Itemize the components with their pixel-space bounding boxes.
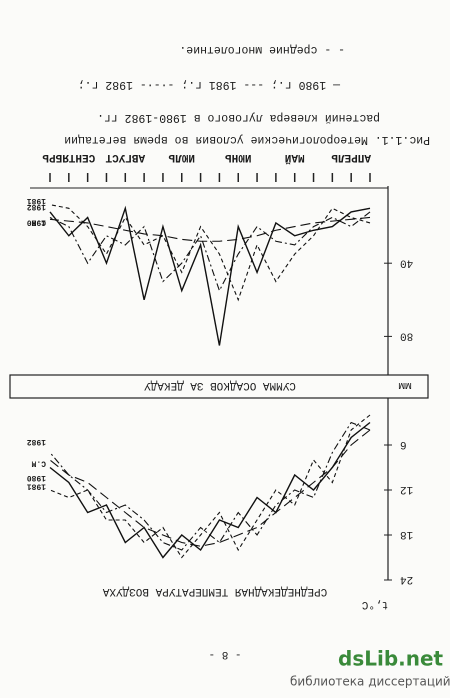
series-label: 1980	[27, 473, 46, 482]
caption-line: Рис.1.1. Метеорологические условия во вр…	[64, 133, 430, 146]
y-tick-label: 12	[400, 483, 413, 495]
page-number: - 8 -	[208, 648, 241, 660]
series-label: 1982	[27, 202, 46, 211]
month-label: МАЙ	[285, 151, 305, 165]
rotated-page: - 8 - t,°C СРЕДНЕДЕКАДНАЯ ТЕМПЕРАТУРА ВО…	[9, 43, 430, 660]
series-line	[49, 204, 371, 302]
y-tick-label: 80	[400, 329, 413, 341]
temp-title: СРЕДНЕДЕКАДНАЯ ТЕМПЕРАТУРА ВОЗДУХА	[102, 585, 327, 597]
month-label: АПРЕЛЬ	[331, 151, 371, 163]
caption-line: — 1980 г.; --- 1981 г.; -·-·- 1982 г.;	[78, 78, 341, 91]
month-label: ИЮЛЬ	[168, 151, 195, 163]
series-label: 1980	[27, 217, 46, 226]
series-label: 1982	[27, 437, 46, 446]
precip-unit: мм	[398, 379, 412, 391]
series-label: С.М	[31, 218, 46, 227]
y-tick-label: 40	[400, 256, 413, 268]
series-line	[49, 216, 371, 242]
month-label: АВГУСТ	[105, 151, 145, 163]
month-label: СЕНТЯБРЬ	[42, 151, 95, 163]
month-label: ИЮНЬ	[225, 151, 252, 163]
watermark-tagline: библиотека диссертаций	[290, 675, 450, 689]
series-label: 1981	[27, 481, 46, 490]
series-label: С.М	[31, 458, 46, 467]
series-line	[49, 429, 371, 547]
band-box	[9, 374, 429, 399]
series-line	[49, 205, 371, 346]
temp-unit: t,°C	[361, 598, 388, 610]
y-tick-label: 24	[400, 573, 414, 585]
series-line	[49, 414, 371, 559]
series-line	[49, 211, 371, 293]
precip-title: СУММА ОСАДКОВ ЗА ДЕКАДУ	[144, 379, 296, 391]
y-tick-label: 6	[400, 438, 407, 450]
y-tick-label: 18	[400, 528, 413, 540]
caption-line: растений клевера лугового в 1980-1982 гг…	[97, 111, 380, 124]
series-line	[49, 421, 371, 551]
caption-line: - - средние многолетние.	[179, 43, 345, 56]
watermark-site: dsLib.net	[338, 647, 444, 671]
series-label: 1981	[27, 196, 46, 205]
